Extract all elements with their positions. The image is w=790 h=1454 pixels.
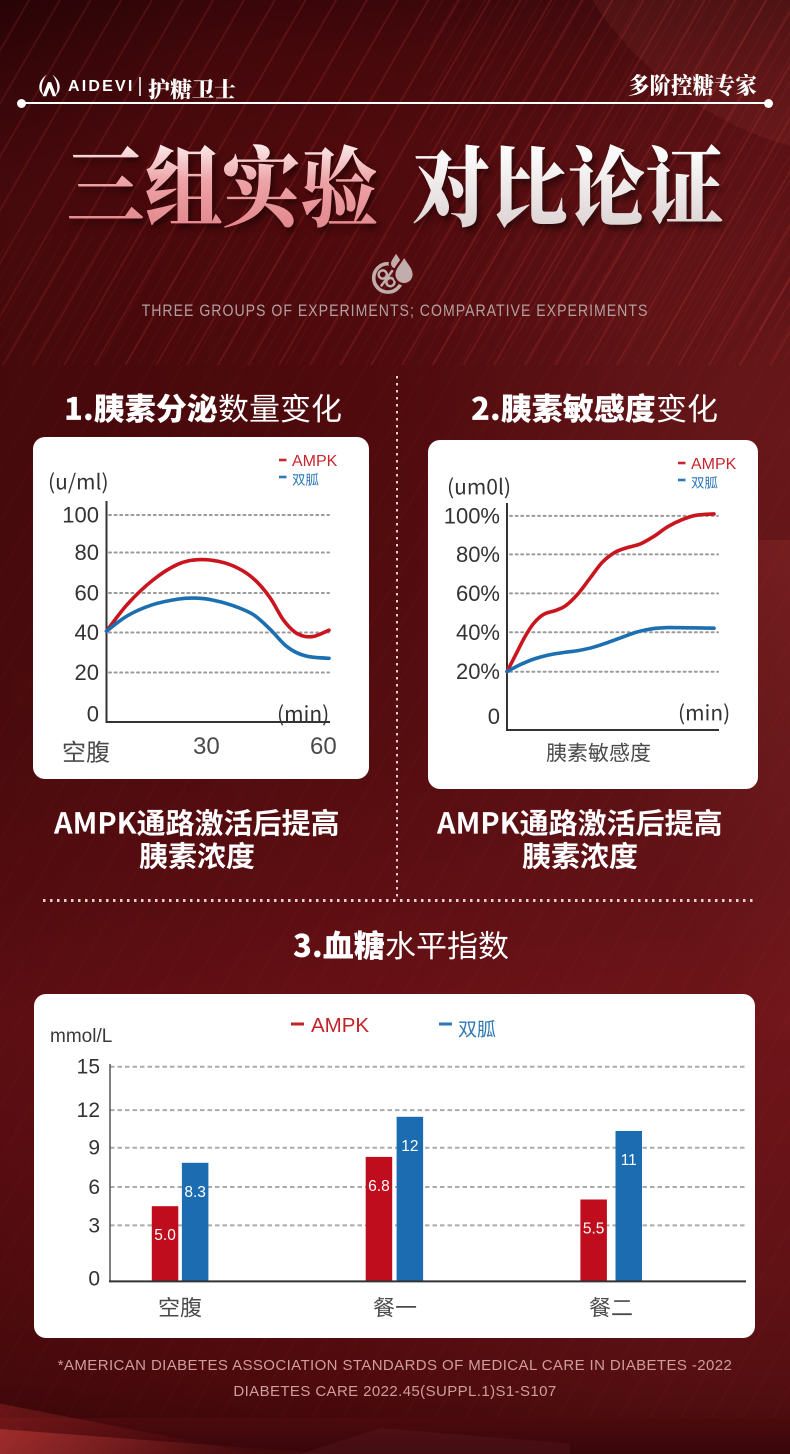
svg-text:AMPK: AMPK [691,456,737,473]
svg-text:80%: 80% [456,542,500,567]
svg-text:mmol/L: mmol/L [50,1026,112,1047]
svg-text:6.8: 6.8 [368,1178,390,1195]
svg-text:5.0: 5.0 [154,1227,176,1244]
svg-text:80: 80 [75,540,99,565]
svg-text:6: 6 [88,1176,100,1199]
svg-text:12: 12 [401,1138,418,1155]
svg-text:12: 12 [77,1099,100,1122]
svg-text:40: 40 [75,620,99,645]
svg-text:0: 0 [88,1267,100,1290]
svg-text:20: 20 [75,660,99,685]
svg-text:8.3: 8.3 [184,1184,206,1201]
svg-text:11: 11 [621,1152,637,1169]
svg-text:20%: 20% [456,659,500,684]
svg-text:AMPK: AMPK [311,1014,369,1037]
svg-text:5.5: 5.5 [583,1221,605,1238]
svg-text:0: 0 [87,702,99,727]
svg-text:100: 100 [62,503,99,528]
svg-text:100%: 100% [444,503,500,528]
svg-text:9: 9 [88,1137,100,1160]
svg-text:0: 0 [488,704,500,729]
svg-text:60%: 60% [456,581,500,606]
svg-text:40%: 40% [456,620,500,645]
svg-text:AMPK: AMPK [292,453,338,470]
svg-text:15: 15 [77,1056,100,1079]
svg-text:60: 60 [75,581,99,606]
svg-text:3: 3 [88,1214,100,1237]
